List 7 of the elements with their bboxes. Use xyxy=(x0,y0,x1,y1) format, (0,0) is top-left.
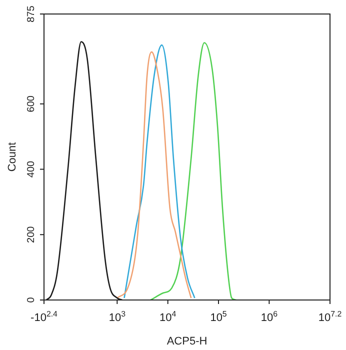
y-axis-title: Count xyxy=(6,142,19,172)
y-tick-label: 875 xyxy=(26,5,37,22)
y-tick-label: 0 xyxy=(26,296,37,303)
x-axis-title: ACP5-H xyxy=(166,335,208,348)
y-tick-label: 600 xyxy=(26,95,37,112)
y-tick-label: 400 xyxy=(26,160,37,178)
y-tick-label: 200 xyxy=(26,226,37,243)
